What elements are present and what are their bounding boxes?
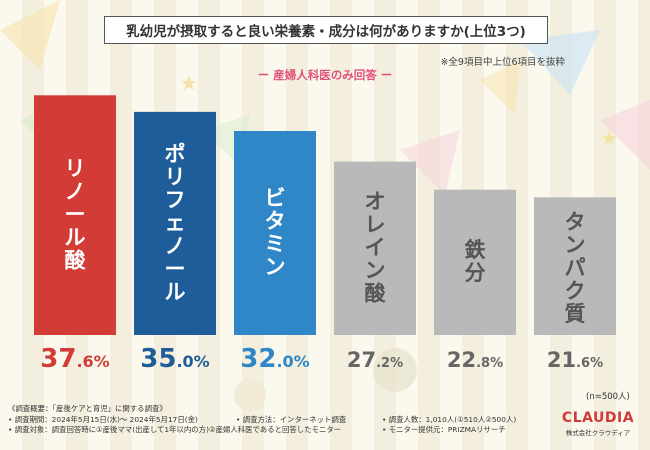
- bar-2: [134, 111, 216, 335]
- value-label: 22.8%: [447, 348, 503, 372]
- survey-method: • 調査方法：インターネット調査: [236, 414, 347, 424]
- brand-logo: CLAUDIA 株式会社クラウディア: [558, 410, 638, 437]
- value-label: 35.0%: [140, 344, 209, 374]
- value-label: 21.6%: [547, 348, 603, 372]
- category-label: タンパク質: [565, 210, 586, 326]
- survey-overview: 《調査概要：「産後ケアと育児」に関する調査》: [8, 404, 167, 413]
- value-label: 37.6%: [40, 344, 109, 374]
- category-label: ポリフェノール: [165, 142, 186, 304]
- bar-6: [534, 197, 616, 335]
- category-label: オレイン酸: [365, 190, 387, 306]
- bar-5: [434, 189, 516, 335]
- sample-size: (n=500人): [586, 392, 630, 402]
- note-text: ※全9項目中上位6項目を抜粋: [440, 57, 565, 68]
- chart-title: 乳幼児が摂取すると良い栄養素・成分は何がありますか(上位3つ): [104, 16, 548, 44]
- category-label: ビタミン: [265, 186, 286, 279]
- survey-count: • 調査人数：1,010人(①510人②500人): [382, 414, 517, 424]
- category-label: リノール酸: [65, 157, 87, 273]
- value-label: 27.2%: [347, 348, 403, 372]
- chart-subtitle: ー 産婦人科医のみ回答 ー: [257, 68, 393, 82]
- value-label: 32.0%: [240, 344, 309, 374]
- bar-chart: リノール酸 37.6% ポリフェノール 35.0% ビタミン 32.0% オレイン酸 27.2…: [34, 95, 616, 374]
- survey-target: • 調査対象：調査回答時に①産後ママ(出産して1年以内の方)②産婦人科医であると…: [8, 425, 342, 435]
- category-label: 鉄分: [465, 238, 486, 285]
- logo-subtext: 株式会社クラウディア: [565, 429, 631, 437]
- footnotes: 《調査概要：「産後ケアと育児」に関する調査》 • 調査期間：2024年5月15日…: [8, 404, 548, 436]
- bar-3: [234, 131, 316, 335]
- monitor-provider: • モニター提供元：PRIZMAリサーチ: [382, 425, 506, 435]
- bar-4: [334, 161, 416, 335]
- survey-period: • 調査期間：2024年5月15日(水)～ 2024年5月17日(金): [8, 414, 198, 424]
- logo-text: CLAUDIA: [561, 410, 635, 426]
- bar-1: [34, 95, 116, 335]
